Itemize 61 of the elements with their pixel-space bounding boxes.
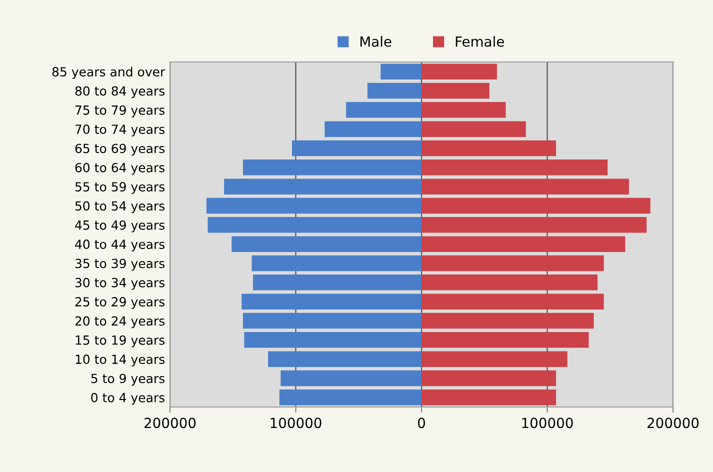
bar xyxy=(422,178,629,194)
legend-label: Female xyxy=(456,36,504,47)
y-tick-label: 15 to 19 years xyxy=(76,335,165,348)
y-tick-label: 10 to 14 years xyxy=(76,354,165,366)
y-tick-label: 45 to 49 years xyxy=(75,220,165,232)
bar xyxy=(422,217,647,233)
y-tick-label: 25 to 29 years xyxy=(75,297,165,309)
y-tick-label: 0 to 4 years xyxy=(91,392,165,405)
bar xyxy=(206,198,422,214)
bar xyxy=(280,370,422,386)
y-tick-label: 60 to 64 years xyxy=(75,162,165,175)
bar xyxy=(242,312,422,329)
bar xyxy=(242,160,422,176)
bar xyxy=(422,236,626,252)
bar xyxy=(380,64,422,80)
bar xyxy=(422,332,589,348)
bar xyxy=(422,294,604,310)
bar xyxy=(422,390,556,406)
y-tick-label: 85 years and over xyxy=(52,66,166,79)
bar xyxy=(208,217,422,233)
bar xyxy=(422,312,594,329)
bar xyxy=(324,121,422,137)
bar xyxy=(422,274,598,290)
y-tick-label: 30 to 34 years xyxy=(75,278,165,290)
y-tick-label: 5 to 9 years xyxy=(91,374,165,386)
bar xyxy=(422,160,608,176)
bar xyxy=(422,351,568,367)
bar xyxy=(292,140,422,156)
y-tick-label: 70 to 74 years xyxy=(75,124,165,136)
bar xyxy=(367,82,422,99)
bar xyxy=(422,370,556,386)
bar xyxy=(422,102,506,118)
bar xyxy=(422,64,497,80)
bar xyxy=(279,390,422,406)
bar xyxy=(268,351,422,367)
y-tick-label: 80 to 84 years xyxy=(75,86,165,98)
bar xyxy=(422,82,490,99)
y-tick-label: 55 to 59 years xyxy=(75,182,165,194)
bar xyxy=(346,102,422,118)
y-tick-label: 50 to 54 years xyxy=(75,201,165,214)
bar xyxy=(242,294,422,310)
bar xyxy=(224,178,422,194)
x-tick-label: 200000 xyxy=(648,418,699,428)
x-tick-label: 100000 xyxy=(270,418,322,428)
y-tick-label: 35 to 39 years xyxy=(75,258,165,271)
bar xyxy=(422,140,556,156)
bar xyxy=(422,121,526,137)
bar xyxy=(244,332,422,348)
y-tick-label: 65 to 69 years xyxy=(75,144,165,156)
y-tick-label: 75 to 79 years xyxy=(75,105,165,118)
x-tick-label: 100000 xyxy=(522,418,573,428)
legend-label: Male xyxy=(360,36,392,47)
bar xyxy=(422,255,604,272)
x-tick-label: 0 xyxy=(418,418,425,428)
bar xyxy=(232,236,422,252)
y-tick-label: 20 to 24 years xyxy=(75,316,165,328)
y-tick-label: 40 to 44 years xyxy=(75,240,165,252)
x-tick-label: 200000 xyxy=(144,418,196,428)
bar xyxy=(422,198,650,214)
bar xyxy=(252,274,422,290)
bar xyxy=(252,255,422,272)
